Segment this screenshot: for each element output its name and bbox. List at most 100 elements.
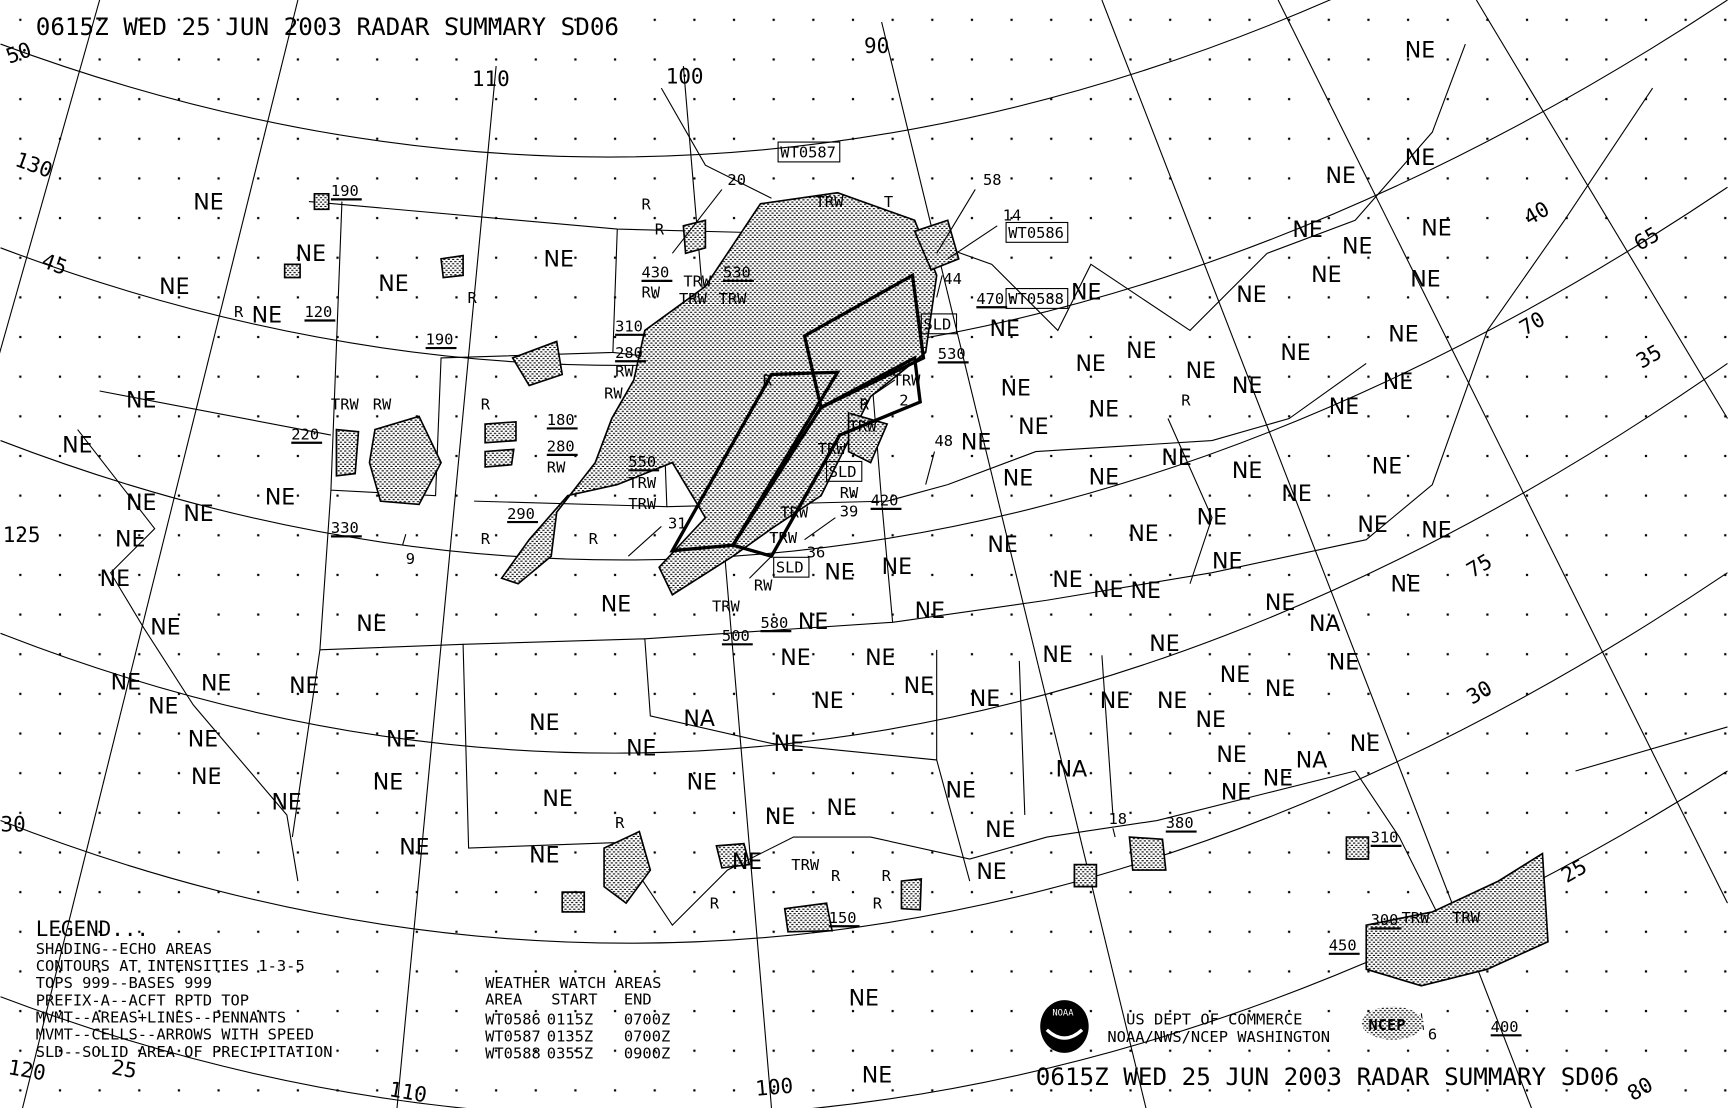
ne-label: NE <box>961 430 991 455</box>
ne-label: NE <box>126 389 156 414</box>
graticule-label: 30 <box>1 813 26 837</box>
precip-type-label: R <box>234 303 244 321</box>
ne-label: NE <box>126 491 156 516</box>
sld-box-label: SLD <box>829 463 857 481</box>
longitude-line <box>1277 0 1728 904</box>
ne-label: NE <box>193 190 223 215</box>
watch-table-column-header: AREA <box>485 990 522 1008</box>
ne-label: NE <box>115 527 145 552</box>
cell-speed-label: 14 <box>1003 206 1022 224</box>
ne-label: NE <box>1405 38 1435 63</box>
echo-top-label: 450 <box>1329 937 1357 955</box>
map-title-bottom: 0615Z WED 25 JUN 2003 RADAR SUMMARY SD06 <box>1036 1063 1619 1091</box>
precip-type-label: TRW <box>1452 909 1481 927</box>
ne-label: NE <box>824 560 854 585</box>
precip-type-label: R <box>615 814 625 832</box>
graticule-label: 100 <box>666 65 704 89</box>
ne-label: NE <box>1329 395 1359 420</box>
watch-table-cell: 0355Z <box>547 1045 593 1063</box>
ne-label: NE <box>1372 455 1402 480</box>
echo-top-label: 120 <box>304 303 332 321</box>
precip-type-label: R <box>763 371 773 389</box>
movement-arrow <box>749 555 772 579</box>
echo-top-label: 190 <box>331 182 359 200</box>
credit-line-2: NOAA/NWS/NCEP WASHINGTON <box>1107 1028 1330 1046</box>
ne-label: NE <box>904 674 934 699</box>
echo-top-label: 180 <box>547 411 575 429</box>
ne-label: NE <box>990 317 1020 342</box>
longitude-line <box>0 0 101 354</box>
ne-label: NE <box>159 275 189 300</box>
ne-label: NE <box>1216 743 1246 768</box>
credit-line-1: US DEPT OF COMMERCE <box>1126 1010 1302 1028</box>
echo-area <box>715 842 751 869</box>
ne-label: NE <box>289 674 319 699</box>
ne-label: NE <box>542 787 572 812</box>
precip-type-label: R <box>642 195 652 213</box>
watch-box-outline <box>1005 288 1069 309</box>
echo-top-label: 150 <box>829 909 857 927</box>
precip-type-label: R <box>860 396 870 414</box>
na-label: NA <box>1056 757 1088 782</box>
precip-type-label: TRW <box>769 529 798 547</box>
ne-label: NE <box>1093 578 1123 603</box>
ne-label: NE <box>1221 781 1251 806</box>
ne-label: NE <box>296 242 326 267</box>
legend-line: MVMT--AREAS+LINES--PENNANTS <box>36 1009 286 1027</box>
cell-speed-label: 6 <box>1428 1026 1437 1044</box>
watch-table-column-header: START <box>551 990 597 1008</box>
graticule-label: 110 <box>472 67 510 91</box>
movement-arrow <box>671 189 723 254</box>
echo-area <box>603 830 652 905</box>
echo-top-label: 530 <box>938 345 966 363</box>
precip-type-label: TRW <box>893 371 922 389</box>
ne-label: NE <box>529 843 559 868</box>
echo-top-label: 420 <box>871 492 899 510</box>
ne-label: NE <box>100 567 130 592</box>
precip-type-label: TRW <box>719 290 748 308</box>
cell-speed-label: 2 <box>899 391 908 409</box>
latitude-line <box>0 186 1728 561</box>
ne-label: NE <box>1265 677 1295 702</box>
precip-type-label: R <box>655 221 665 239</box>
ne-label: NE <box>915 599 945 624</box>
precip-type-label: TRW <box>331 396 360 414</box>
ne-label: NE <box>386 728 416 753</box>
watch-box-outline <box>777 141 841 163</box>
ncep-logo <box>1361 1006 1424 1040</box>
precip-type-label: TRW <box>816 193 845 211</box>
precip-type-label: TRW <box>849 418 878 436</box>
echo-area <box>1345 836 1370 860</box>
ne-label: NE <box>1003 467 1033 492</box>
noaa-logo <box>1040 1000 1089 1053</box>
echo-top-label: 290 <box>507 505 535 523</box>
ne-label: NE <box>62 434 92 459</box>
echo-top-label: 330 <box>331 519 359 537</box>
ne-label: NE <box>1232 374 1262 399</box>
ne-label: NE <box>1131 579 1161 604</box>
cell-speed-label: 48 <box>934 432 953 450</box>
ne-label: NE <box>1265 591 1295 616</box>
echo-top-label: 380 <box>1166 814 1194 832</box>
precip-type-label: RW <box>615 363 634 381</box>
echo-area <box>484 420 517 444</box>
watch-table-cell: 0700Z <box>624 1027 670 1045</box>
precip-type-label: RW <box>373 396 392 414</box>
sld-box-outline <box>826 460 863 482</box>
ne-label: NE <box>1421 217 1451 242</box>
legend-line: SHADING--ECHO AREAS <box>36 940 212 958</box>
echo-area <box>283 263 301 279</box>
precip-type-label: R <box>882 867 892 885</box>
movement-arrow <box>1112 828 1116 838</box>
sld-box-outline <box>920 313 958 335</box>
ne-label: NE <box>1232 459 1262 484</box>
precip-type-label: TRW <box>1401 909 1430 927</box>
ne-label: NE <box>1161 446 1191 471</box>
ne-label: NE <box>827 796 857 821</box>
precip-type-label: RW <box>754 576 773 594</box>
ne-label: NE <box>1196 708 1226 733</box>
movement-arrow <box>925 451 936 485</box>
echo-area <box>1128 836 1167 871</box>
watch-box-label: WT0586 <box>1008 224 1064 242</box>
